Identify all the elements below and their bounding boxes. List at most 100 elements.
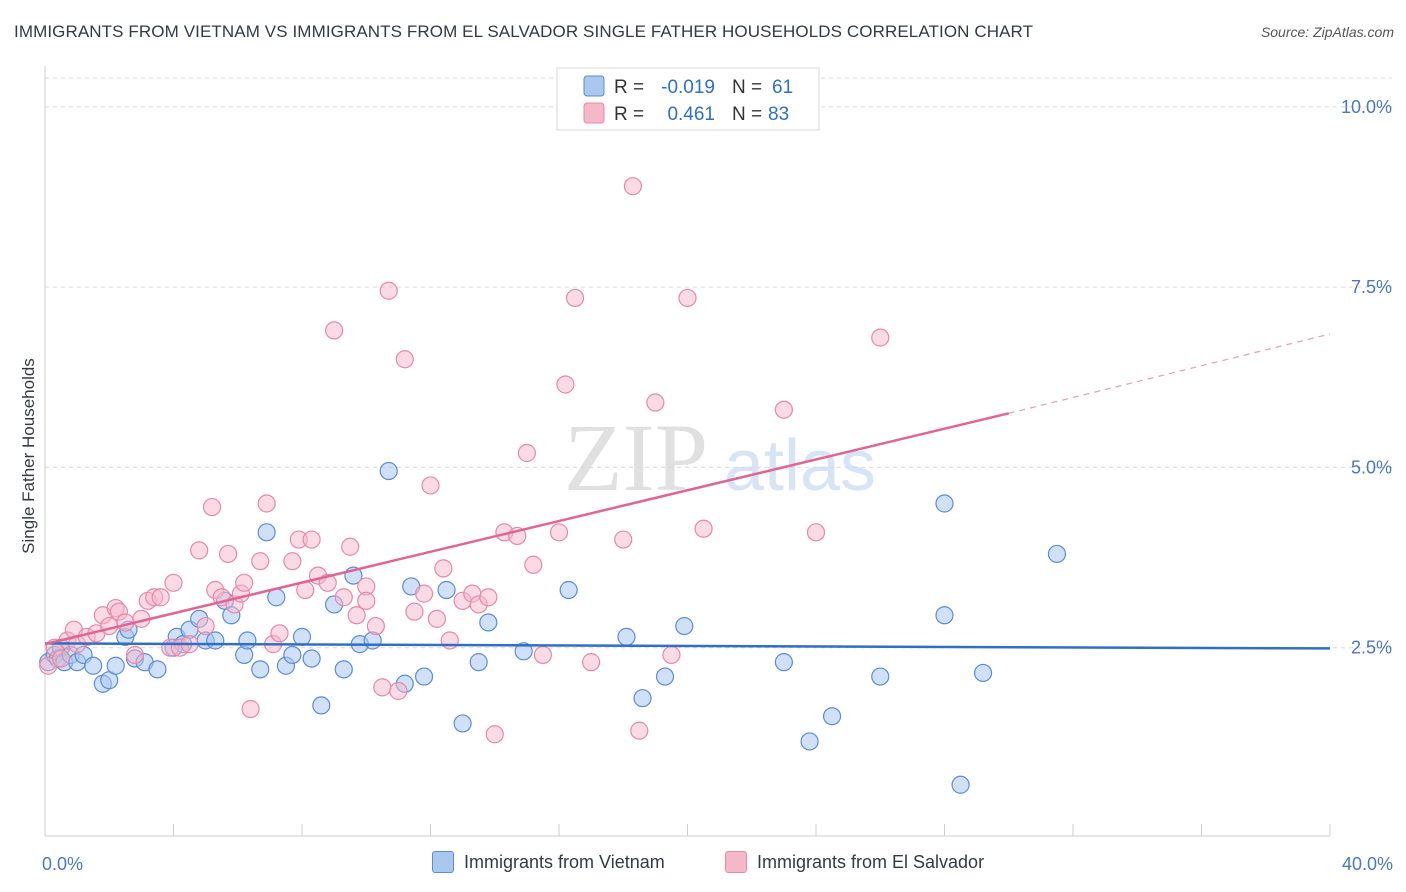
point-vietnam <box>973 663 993 683</box>
point-vietnam <box>84 656 103 675</box>
legend-swatch-elsalvador <box>583 102 605 124</box>
chart-source: Source: ZipAtlas.com <box>1260 24 1394 40</box>
point-elsalvador <box>151 588 170 607</box>
point-elsalvador <box>235 573 254 592</box>
point-elsalvador <box>533 645 553 665</box>
point-elsalvador <box>379 281 398 300</box>
point-elsalvador <box>582 653 601 672</box>
watermark-atlas: atlas <box>724 426 876 506</box>
point-elsalvador <box>241 699 260 719</box>
point-elsalvador <box>251 552 270 571</box>
bottom-swatch-elsalvador <box>725 851 747 873</box>
axes: 2.5% 5.0% 7.5% 10.0% 0.0% 40.0% <box>42 66 1393 874</box>
series-vietnam-points <box>39 461 1067 794</box>
point-vietnam <box>238 631 257 650</box>
point-vietnam <box>251 660 270 679</box>
point-elsalvador <box>51 649 71 668</box>
point-elsalvador <box>517 443 536 463</box>
point-vietnam <box>453 714 472 733</box>
top-legend: R = -0.019 N = 61 R = 0.461 N = 83 <box>556 67 820 131</box>
point-elsalvador <box>549 523 569 542</box>
point-elsalvador <box>485 725 504 744</box>
point-elsalvador <box>556 375 575 394</box>
point-elsalvador <box>414 584 434 603</box>
point-vietnam <box>379 461 398 481</box>
point-elsalvador <box>614 530 633 549</box>
legend-r-value-elsalvador: 0.461 <box>667 104 715 125</box>
trend-line-vietnam <box>44 642 1331 650</box>
point-elsalvador <box>302 530 321 549</box>
point-vietnam <box>675 616 694 636</box>
point-elsalvador <box>325 321 344 340</box>
legend-n-value-vietnam: 61 <box>772 77 793 98</box>
point-elsalvador <box>565 288 585 308</box>
point-elsalvador <box>678 288 697 308</box>
point-elsalvador <box>440 631 459 650</box>
point-elsalvador <box>219 544 238 564</box>
point-elsalvador <box>774 400 793 419</box>
point-vietnam <box>257 523 276 542</box>
legend-n-label-vietnam: N = <box>732 77 762 98</box>
trend-line-elsalvador-extension <box>1008 333 1331 414</box>
legend-r-value-vietnam: -0.019 <box>661 77 715 98</box>
legend-n-value-elsalvador: 83 <box>768 104 789 125</box>
point-vietnam <box>935 494 954 513</box>
point-elsalvador <box>125 645 145 665</box>
bottom-legend-label-elsalvador: Immigrants from El Salvador <box>757 851 985 872</box>
point-elsalvador <box>806 523 826 542</box>
point-vietnam <box>822 707 842 726</box>
point-vietnam <box>774 653 793 672</box>
point-vietnam <box>292 627 312 646</box>
point-elsalvador <box>630 721 649 740</box>
x-tick-label: 0.0% <box>42 854 83 874</box>
point-elsalvador <box>434 559 453 578</box>
legend-r-label-elsalvador: R = <box>614 104 644 125</box>
point-vietnam <box>206 631 225 650</box>
gridlines <box>45 77 1392 649</box>
bottom-legend-label-vietnam: Immigrants from Vietnam <box>464 851 665 872</box>
x-tick-label: 40.0% <box>1342 854 1393 874</box>
point-vietnam <box>283 645 302 665</box>
trend-lines <box>44 333 1331 650</box>
point-elsalvador <box>871 328 890 347</box>
point-vietnam <box>148 660 167 679</box>
point-vietnam <box>514 642 533 661</box>
point-vietnam <box>951 775 970 794</box>
point-vietnam <box>414 667 434 686</box>
point-vietnam <box>800 732 819 751</box>
point-vietnam <box>437 580 456 600</box>
point-elsalvador <box>190 541 209 560</box>
y-tick-label: 2.5% <box>1351 638 1392 658</box>
point-vietnam <box>559 580 578 600</box>
trend-line-elsalvador <box>44 412 1010 646</box>
point-vietnam <box>935 606 954 625</box>
point-elsalvador <box>341 537 360 556</box>
point-elsalvador <box>257 494 276 513</box>
point-elsalvador <box>421 476 440 495</box>
point-elsalvador <box>270 624 289 643</box>
point-vietnam <box>633 689 652 708</box>
watermark-zip: ZIP <box>564 404 708 511</box>
point-vietnam <box>479 613 498 632</box>
point-elsalvador <box>196 616 215 636</box>
point-elsalvador <box>357 591 376 610</box>
point-elsalvador <box>334 588 353 607</box>
point-elsalvador <box>373 678 392 697</box>
y-axis-label: Single Father Households <box>19 358 38 554</box>
point-elsalvador <box>366 616 385 636</box>
point-vietnam <box>334 660 353 679</box>
legend-n-label-elsalvador: N = <box>732 104 762 125</box>
point-elsalvador <box>694 519 713 538</box>
point-vietnam <box>871 667 890 686</box>
point-vietnam <box>617 627 636 646</box>
y-tick-label: 10.0% <box>1341 97 1392 117</box>
point-vietnam <box>302 649 321 668</box>
y-tick-label: 5.0% <box>1351 457 1392 477</box>
point-elsalvador <box>395 350 414 369</box>
legend-r-label-vietnam: R = <box>614 77 644 98</box>
point-vietnam <box>1047 544 1067 564</box>
point-elsalvador <box>202 497 222 517</box>
point-elsalvador <box>524 555 543 574</box>
point-elsalvador <box>347 606 366 625</box>
